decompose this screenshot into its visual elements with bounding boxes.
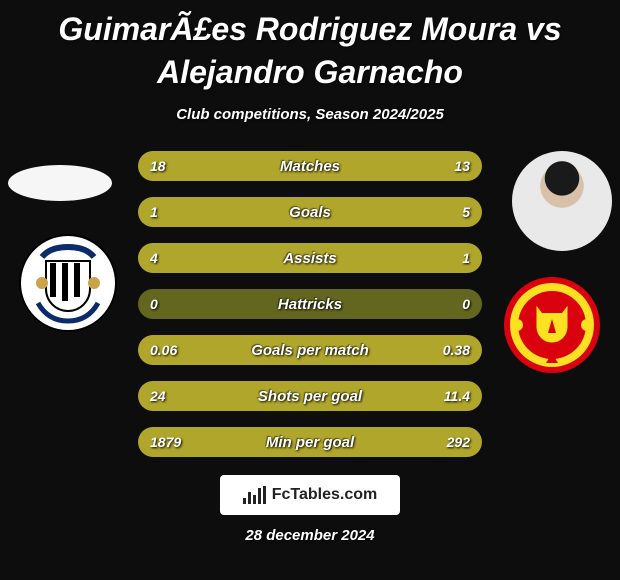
- manchester-united-crest-icon: [502, 275, 602, 375]
- stat-fill-left: [138, 243, 413, 273]
- newcastle-united-crest-icon: [18, 233, 118, 333]
- page-title: GuimarÃ£es Rodriguez Moura vs Alejandro …: [0, 0, 620, 94]
- footer-date: 28 december 2024: [0, 527, 620, 544]
- chart-icon: [243, 486, 266, 504]
- stat-row: Shots per goal2411.4: [138, 381, 482, 411]
- stat-fill-right: [196, 197, 482, 227]
- stat-fill-left: [138, 197, 196, 227]
- subtitle: Club competitions, Season 2024/2025: [0, 106, 620, 123]
- stat-fill-right: [437, 427, 482, 457]
- stat-value-left: 0: [138, 289, 170, 319]
- stat-value-right: 0: [450, 289, 482, 319]
- stat-label: Hattricks: [138, 289, 482, 319]
- comparison-area: Matches1813 Goals15 Assists41 Hattricks0 0 Go…: [0, 151, 620, 471]
- footer-brand: FcTables.com: [220, 475, 400, 515]
- stat-row: Goals15: [138, 197, 482, 227]
- stat-fill-right: [372, 381, 482, 411]
- stat-fill-right: [413, 243, 482, 273]
- stat-fill-right: [338, 151, 482, 181]
- stat-fill-left: [138, 381, 372, 411]
- stat-row: Assists41: [138, 243, 482, 273]
- stat-fill-right: [186, 335, 482, 365]
- stat-row: Min per goal1879292: [138, 427, 482, 457]
- stat-fill-left: [138, 151, 338, 181]
- stat-fill-left: [138, 427, 437, 457]
- stat-fill-left: [138, 335, 186, 365]
- footer-brand-label: FcTables.com: [272, 486, 378, 504]
- club-crest-right: [502, 275, 602, 375]
- club-crest-left: [18, 233, 118, 333]
- stat-bars: Matches1813 Goals15 Assists41 Hattricks0 0 Go…: [138, 151, 482, 473]
- stat-row: Hattricks0 0: [138, 289, 482, 319]
- player-right-avatar: [512, 151, 612, 251]
- stat-row: Goals per match0.060.38: [138, 335, 482, 365]
- player-left-avatar: [8, 165, 112, 201]
- stat-row: Matches1813: [138, 151, 482, 181]
